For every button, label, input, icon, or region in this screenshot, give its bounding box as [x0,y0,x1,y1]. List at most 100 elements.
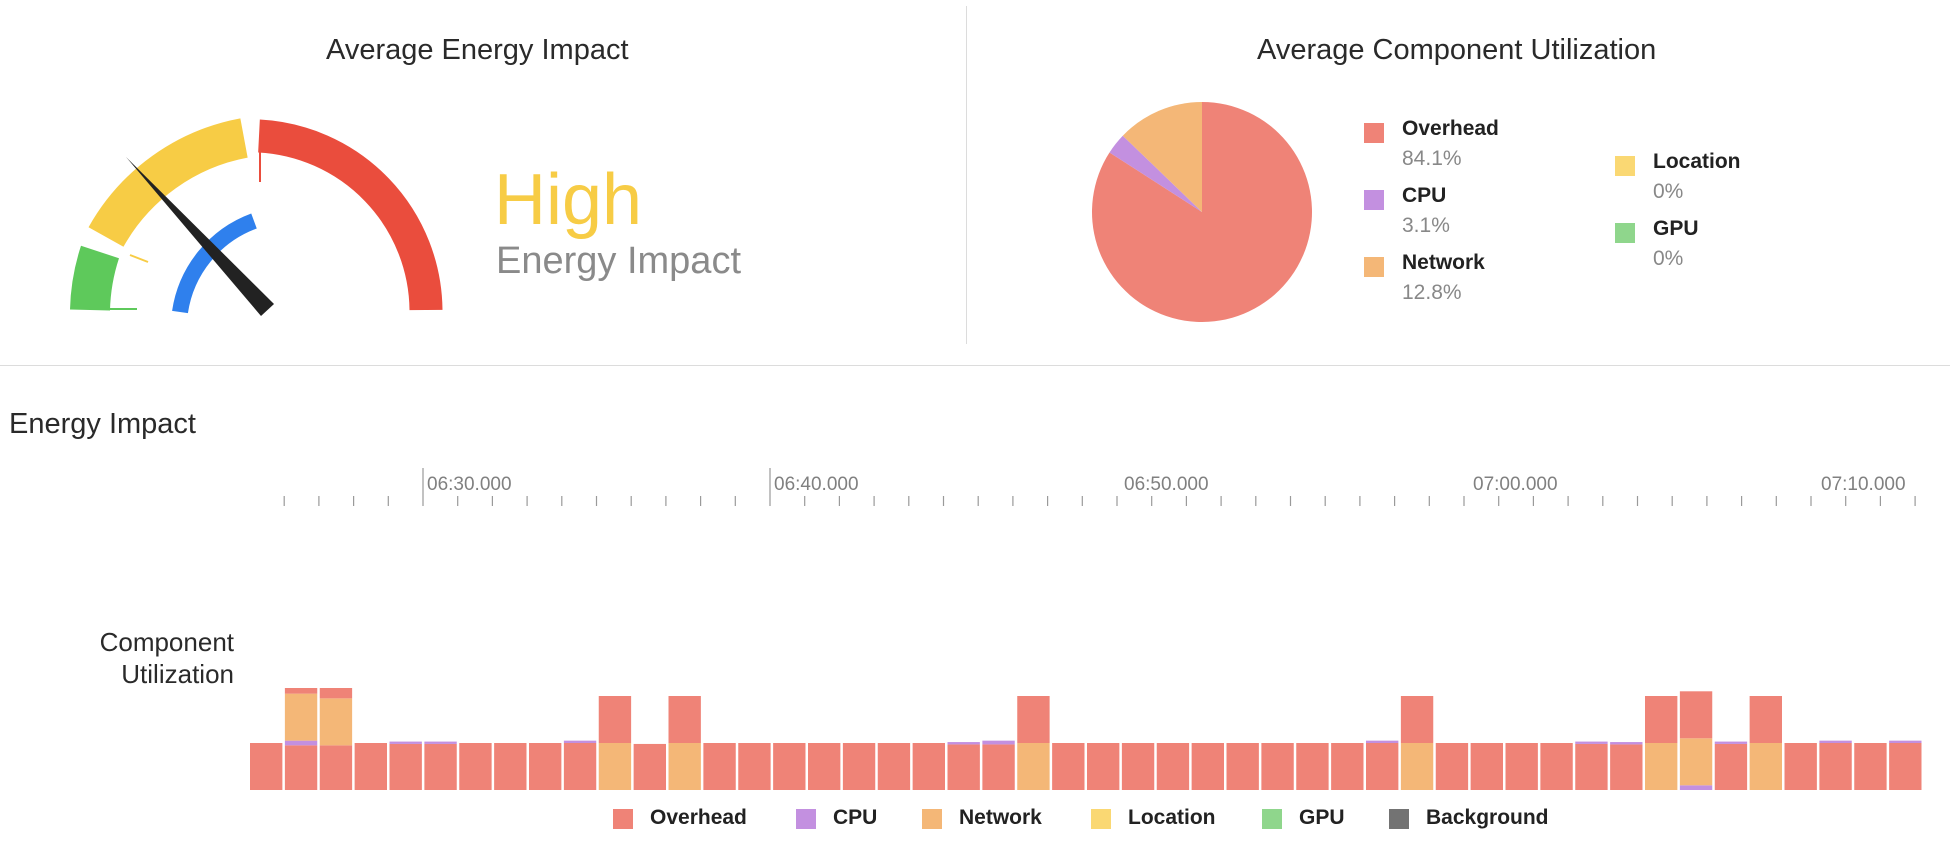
bar-segment-overhead-peak [1749,696,1782,743]
bar-segment-overhead [529,743,562,790]
legend-swatch [1615,156,1635,176]
bar-segment-cpu [1714,741,1748,744]
bar-segment-overhead [1191,743,1224,790]
legend-swatch [613,809,633,829]
bar-segment-cpu [424,741,457,744]
bar-segment-network [1749,743,1782,790]
legend-name: GPU [1299,806,1345,829]
bar-segment-cpu [1889,740,1922,743]
tick-label: 07:10.000 [1821,474,1906,495]
bar-segment-overhead [1889,743,1922,790]
legend-swatch [1091,809,1111,829]
legend-swatch [1364,190,1384,210]
bar-segment-overhead [738,743,771,790]
bar-segment-overhead [563,743,597,790]
component-utilization-label: Component Utilization [14,626,234,690]
energy-level: High [494,160,643,240]
gauge-segment-high [257,119,443,311]
bar-segment-overhead-peak [1679,691,1713,739]
bar-segment-cpu [947,742,980,745]
row-label-line2: Utilization [121,659,234,689]
legend-swatch [1364,257,1384,277]
bar-segment-overhead [912,743,945,790]
gauge-segment-medium [88,118,249,248]
bar-segment-overhead [703,743,736,790]
bar-segment-overhead [808,743,841,790]
bar-segment-network [668,743,701,790]
bar-segment-overhead [947,744,980,790]
bar-segment-overhead [1505,743,1538,790]
bar-segment-overhead-peak [319,688,353,699]
bar-segment-overhead [1784,743,1817,790]
legend-name: Location [1653,150,1741,173]
legend-swatch [1615,223,1635,243]
legend-swatch [796,809,816,829]
bar-segment-cpu [389,741,422,744]
legend-value: 12.8% [1402,281,1462,304]
bar-segment-overhead [1296,743,1329,790]
legend-value: 0% [1653,180,1684,203]
bar-segment-overhead [424,743,457,790]
bar-segment-network [1400,743,1434,790]
panel-divider-horizontal [0,365,1950,366]
legend-value: 84.1% [1402,147,1462,170]
bar-segment-network [284,693,318,741]
bar-segment-cpu [982,740,1015,745]
bar-segment-overhead [1435,743,1469,790]
bar-segment-overhead [494,743,527,790]
bar-segment-overhead [1087,743,1120,790]
bar-segment-overhead [250,743,283,790]
legend-name: Overhead [650,806,747,829]
utilization-title: Average Component Utilization [1257,34,1657,66]
legend-name: Overhead [1402,117,1499,140]
legend-swatch [1389,809,1409,829]
bar-segment-overhead [1366,743,1399,790]
gauge-needle [126,157,274,316]
bar-segment-cpu [284,740,318,746]
bar-segment-cpu [1610,742,1643,745]
gauge-segment-low [70,245,120,311]
bar-segment-overhead-peak [668,696,701,743]
legend-name: Location [1128,806,1216,829]
time-ruler: 06:30.000 06:40.000 06:50.000 07:00.000 07:1… [283,468,1916,506]
bar-segment-network [1645,743,1678,790]
tick-label: 06:40.000 [774,474,859,495]
bar-segment-network [598,743,632,790]
bar-segment-overhead [1540,743,1573,790]
legend-swatch [1364,123,1384,143]
bar-segment-overhead [1819,743,1852,790]
gauge-current-arc [172,213,257,314]
bar-segment-overhead [1226,743,1259,790]
bar-segment-overhead [1052,743,1085,790]
row-label-line1: Component [99,627,234,657]
bar-segment-overhead [982,744,1015,790]
bar-segment-overhead [877,743,911,790]
legend-value: 0% [1653,247,1684,270]
tick-label: 06:30.000 [427,474,512,495]
bar-segment-overhead-peak [284,688,318,694]
bar-segment-overhead [319,745,353,790]
legend-name: CPU [833,806,878,829]
bar-segment-overhead [773,743,806,790]
bar-segment-overhead [1575,743,1608,790]
bar-segment-network [1679,738,1713,786]
energy-level-sublabel: Energy Impact [496,240,741,282]
bar-segment-overhead [1610,744,1643,790]
bar-segment-overhead-peak [598,696,632,743]
legend-swatch [1262,809,1282,829]
bar-segment-cpu [1819,740,1852,743]
bar-segment-overhead [1156,743,1190,790]
bar-segment-network [319,698,353,746]
legend-name: Network [959,806,1042,829]
bar-segment-cpu [563,740,597,743]
bar-segment-overhead [284,745,318,790]
tick-label: 06:50.000 [1124,474,1209,495]
timeline-title: Energy Impact [9,408,196,440]
energy-gauge [70,118,443,316]
bar-segment-overhead [389,743,422,790]
bar-segment-cpu [1575,741,1608,744]
bar-segment-overhead [459,743,492,790]
bar-segment-overhead-peak [1645,696,1678,743]
bar-segment-overhead [1331,743,1364,790]
legend-name: GPU [1653,217,1699,240]
